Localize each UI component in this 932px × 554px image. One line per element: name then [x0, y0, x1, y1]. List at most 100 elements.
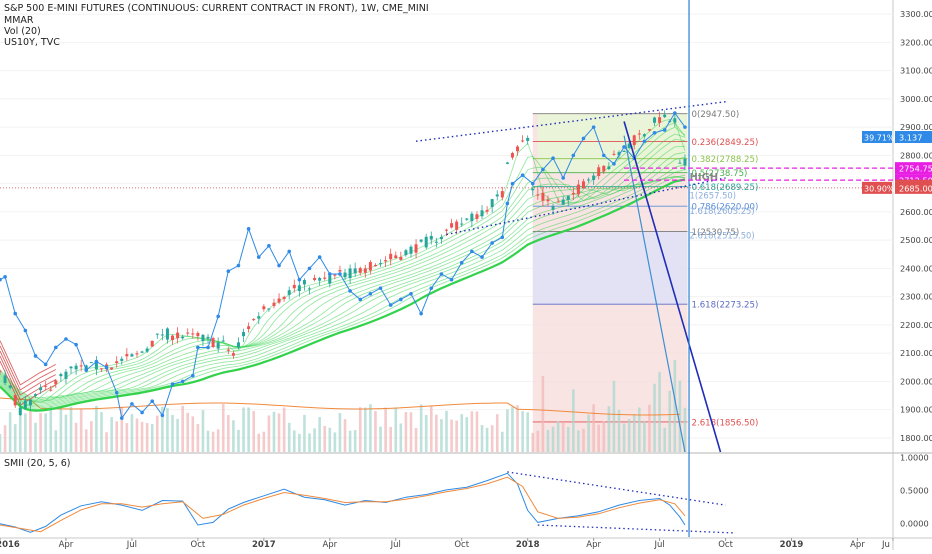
- candle-body: [99, 368, 103, 370]
- price-badge-bg: [895, 181, 932, 194]
- volume-bar: [475, 411, 479, 452]
- us10y-point: [591, 125, 596, 129]
- indicator-label-us10y: US10Y, TVC: [4, 37, 60, 48]
- x-tick-label: Jul: [126, 540, 137, 550]
- us10y-point: [196, 345, 200, 350]
- volume-bar: [328, 427, 332, 452]
- us10y-badge-bg: [895, 131, 932, 144]
- candle-body: [653, 117, 657, 123]
- candle-body: [79, 365, 83, 367]
- us10y-point: [226, 269, 231, 274]
- volume-bar: [303, 414, 306, 452]
- ma-ribbon-line: [0, 175, 686, 409]
- candle-body: [272, 302, 276, 306]
- us10y-point: [191, 373, 195, 378]
- us10y-point: [216, 314, 220, 319]
- candle-body: [571, 193, 575, 195]
- ma-ribbon-red-line: [0, 350, 57, 396]
- volume-bar: [247, 407, 250, 452]
- smii-y-tick-label: 1.0000: [900, 452, 929, 462]
- us10y-point: [520, 173, 525, 177]
- x-tick-label: Apr: [322, 540, 337, 550]
- candle-body: [318, 277, 322, 281]
- candle-body: [460, 223, 464, 225]
- volume-bar: [39, 413, 42, 452]
- volume-bar: [622, 423, 626, 452]
- ma-ribbon-line: [0, 146, 686, 401]
- fibonacci-level-label: 0.382(2788.25): [692, 155, 759, 165]
- candle-body: [23, 400, 27, 409]
- us10y-point: [338, 272, 342, 276]
- candle-body: [89, 362, 93, 364]
- volume-bar: [287, 422, 291, 452]
- candle-body: [231, 353, 235, 356]
- candle-body: [313, 277, 317, 280]
- price-badge: 2685.00: [899, 183, 932, 193]
- volume-bar: [84, 429, 88, 452]
- candle-body: [323, 277, 327, 279]
- volume-bar: [612, 380, 616, 452]
- volume-bar: [257, 433, 261, 452]
- candle-body: [500, 191, 504, 198]
- volume-bar: [389, 426, 392, 452]
- volume-bar: [592, 404, 595, 452]
- volume-bar: [668, 390, 672, 452]
- candle-body: [617, 152, 621, 156]
- candle-body: [556, 201, 560, 203]
- us10y-point: [307, 266, 312, 271]
- candle-body: [145, 348, 149, 352]
- y-tick-label: 2900.00: [900, 122, 932, 132]
- ma-ribbon-line: [0, 176, 686, 410]
- volume-bar: [455, 420, 458, 452]
- volume-bar: [577, 430, 580, 452]
- volume-bar: [566, 427, 570, 452]
- y-tick-label: 3000.00: [900, 94, 932, 104]
- us10y-point: [287, 249, 292, 254]
- us10y-point: [490, 241, 494, 245]
- us10y-point: [601, 153, 606, 158]
- candle-body: [546, 199, 550, 202]
- us10y-point: [439, 272, 444, 276]
- x-tick-label: 2016: [0, 540, 20, 550]
- us10y-point: [673, 111, 677, 115]
- candle-body: [566, 195, 570, 200]
- volume-bar: [277, 413, 281, 452]
- volume-bar: [445, 410, 448, 452]
- us10y-point: [0, 277, 2, 282]
- volume-bar: [262, 431, 266, 452]
- volume-bar: [429, 406, 433, 452]
- volume-bar: [658, 371, 661, 452]
- us10y-point: [480, 255, 484, 259]
- volume-bar: [8, 412, 12, 452]
- candle-body: [384, 260, 388, 262]
- volume-bar: [191, 416, 195, 452]
- ma-ribbon-red-line: [0, 360, 57, 406]
- candle-body: [44, 385, 48, 387]
- volume-bar: [490, 425, 494, 452]
- volume-bar: [242, 407, 245, 452]
- us10y-point: [642, 139, 647, 144]
- candle-body: [353, 268, 357, 274]
- axis-layer: 2016 Apr Jul Oct 2017 Apr Jul Oct 2018 Apr Jul Oct 2…: [0, 9, 932, 550]
- candle-body: [673, 118, 677, 123]
- candle-body: [551, 206, 555, 210]
- candle-body: [627, 143, 631, 149]
- us10y-point: [94, 359, 99, 364]
- candle-body: [541, 192, 545, 201]
- volume-bar: [34, 422, 37, 452]
- us10y-point: [328, 272, 332, 276]
- smii-panel: [0, 471, 736, 534]
- volume-bar: [501, 431, 504, 452]
- candle-body: [0, 370, 2, 372]
- volume-bar: [252, 411, 255, 452]
- volume-bar: [485, 427, 489, 452]
- volume-bar: [115, 421, 118, 452]
- volume-bar: [49, 406, 53, 452]
- smii-signal-line: [0, 476, 686, 533]
- candle-body: [165, 328, 169, 340]
- volume-bar: [643, 420, 646, 452]
- us10y-point: [683, 125, 687, 129]
- volume-bar: [338, 412, 342, 452]
- us10y-point: [119, 416, 124, 420]
- volume-bar: [155, 415, 159, 452]
